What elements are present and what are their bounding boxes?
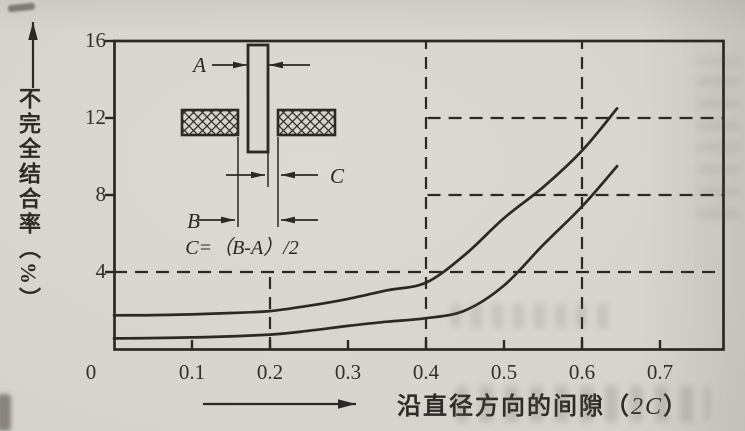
plot-border xyxy=(113,39,725,351)
data-curves xyxy=(112,107,619,340)
y-axis-unit: （%） xyxy=(16,237,41,312)
x-axis-label-variable: 2C xyxy=(631,394,664,420)
y-axis-label-text: 不完全结合率 xyxy=(16,87,41,237)
right-plate xyxy=(276,108,337,137)
inset-joint-diagram: A B C C=（B-A）/2 xyxy=(180,43,345,259)
inset-label-a: A xyxy=(191,53,206,77)
axis-tick-marks xyxy=(105,39,662,350)
lower-curve xyxy=(112,164,619,340)
dashed-gridlines xyxy=(114,41,724,349)
left-plate xyxy=(180,108,240,137)
inset-label-b: B xyxy=(187,209,200,233)
left-plate-hatch xyxy=(182,110,238,135)
x-axis-label-text: 沿直径方向的间隙（ xyxy=(397,394,631,420)
upper-curve xyxy=(112,107,619,317)
inset-formula: C=（B-A）/2 xyxy=(185,236,299,259)
pin xyxy=(246,43,270,154)
y-axis-label: 不完全结合率（%） xyxy=(12,87,44,312)
inset-label-c: C xyxy=(330,164,345,188)
x-axis-label-suffix: ） xyxy=(663,394,690,420)
right-plate-hatch xyxy=(278,110,335,135)
x-axis-label: 沿直径方向的间隙（2C） xyxy=(397,386,689,421)
